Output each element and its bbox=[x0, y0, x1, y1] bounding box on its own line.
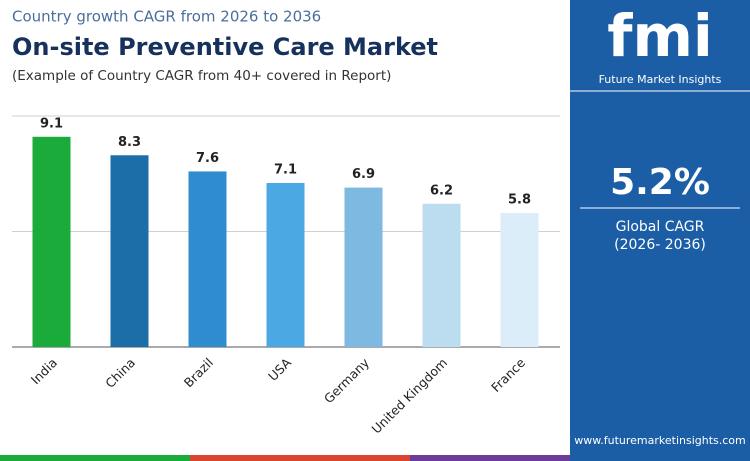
value-label: 9.1 bbox=[40, 116, 63, 131]
footer-strip bbox=[570, 455, 750, 461]
bar bbox=[422, 203, 461, 347]
bar bbox=[266, 182, 305, 347]
value-label: 6.9 bbox=[352, 167, 375, 182]
footer-strip bbox=[190, 455, 410, 461]
brand: Future Market Insights bbox=[599, 73, 722, 86]
chart-title: On-site Preventive Care Market bbox=[12, 33, 438, 61]
value-label: 6.2 bbox=[430, 183, 453, 198]
bar bbox=[32, 136, 71, 347]
bar bbox=[188, 171, 227, 347]
value-label: 8.3 bbox=[118, 135, 141, 150]
bar bbox=[110, 155, 149, 347]
subtitle: (Example of Country CAGR from 40+ covere… bbox=[12, 68, 391, 84]
bar bbox=[344, 187, 383, 347]
value-label: 7.1 bbox=[274, 162, 297, 177]
footer-strip bbox=[0, 455, 190, 461]
value-label: 7.6 bbox=[196, 151, 219, 166]
highlight-period: (2026- 2036) bbox=[614, 237, 706, 253]
highlight-value: 5.2% bbox=[610, 162, 710, 203]
pretitle: Country growth CAGR from 2026 to 2036 bbox=[12, 8, 321, 26]
value-label: 5.8 bbox=[508, 193, 531, 208]
highlight-label: Global CAGR bbox=[616, 219, 705, 235]
bar bbox=[500, 213, 539, 347]
footer-strip bbox=[410, 455, 570, 461]
url: www.futuremarketinsights.com bbox=[574, 434, 746, 447]
logo: fmi bbox=[607, 2, 713, 70]
side-panel bbox=[570, 0, 750, 455]
